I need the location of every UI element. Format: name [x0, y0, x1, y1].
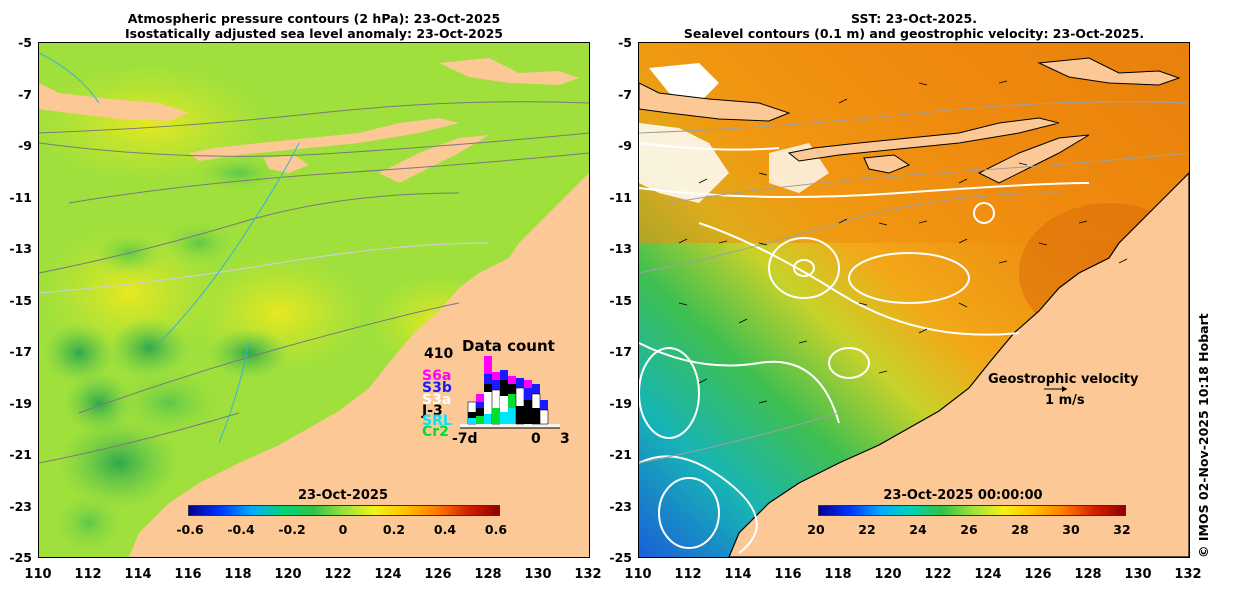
left-xtick-3: 116: [174, 567, 202, 582]
flores-region: [439, 58, 579, 85]
legend-sat-2: S3a: [422, 392, 452, 408]
sumba-island: [264, 155, 309, 173]
left-ytick-9: -23: [9, 499, 32, 514]
right-ytick-10: -25: [609, 550, 632, 565]
left-ytick-2: -9: [18, 138, 32, 153]
sea-level-anomaly-map: [39, 43, 589, 557]
data-count-histogram: [460, 356, 560, 429]
right-title-line2: Sealevel contours (0.1 m) and geostrophi…: [683, 26, 1145, 41]
imos-credit: © IMOS 02-Nov-2025 10:18 Hobart: [1196, 313, 1211, 558]
left-ytick-0: -5: [18, 35, 32, 50]
right-ytick-0: -5: [618, 35, 632, 50]
data-count-inset: 410 Data count S6a S3b S3a J-3 SRL Cr2: [420, 337, 570, 450]
left-xtick-0: 110: [24, 567, 52, 582]
left-xtick-7: 124: [374, 567, 402, 582]
left-map-panel[interactable]: [38, 42, 590, 558]
right-ytick-7: -19: [609, 396, 632, 411]
right-ytick-1: -7: [618, 87, 632, 102]
lesser-sunda-islands: [189, 118, 459, 161]
left-ytick-4: -13: [9, 241, 32, 256]
right-xtick-5: 120: [874, 567, 902, 582]
left-ytick-10: -25: [9, 550, 32, 565]
left-cb-label-0: -0.6: [176, 522, 204, 537]
legend-sat-0: S6a: [422, 368, 452, 384]
left-cb-label-4: 0.2: [382, 522, 406, 537]
right-cb-label-4: 28: [1011, 522, 1029, 537]
right-xtick-10: 130: [1124, 567, 1152, 582]
right-xtick-8: 126: [1024, 567, 1052, 582]
legend-sat-4: SRL: [422, 413, 452, 429]
velocity-legend-scale: 1 m/s: [1045, 393, 1085, 408]
right-cb-label-6: 32: [1113, 522, 1131, 537]
left-ytick-3: -11: [9, 190, 32, 205]
right-xtick-2: 114: [724, 567, 752, 582]
left-cb-label-6: 0.6: [484, 522, 508, 537]
right-map-panel[interactable]: [638, 42, 1190, 558]
left-xtick-9: 128: [474, 567, 502, 582]
left-ytick-6: -17: [9, 344, 32, 359]
australia-landmass: [129, 173, 589, 557]
java-island: [39, 83, 189, 121]
right-title-line1: SST: 23-Oct-2025.: [851, 11, 977, 26]
left-title-line2: Isostatically adjusted sea level anomaly…: [125, 26, 503, 41]
left-ytick-7: -19: [9, 396, 32, 411]
sst-map: [639, 43, 1189, 557]
data-count-x-min: -7d: [452, 431, 478, 447]
left-xtick-2: 114: [124, 567, 152, 582]
legend-sat-5: Cr2: [422, 424, 449, 440]
right-cb-label-2: 24: [909, 522, 927, 537]
right-colorbar-title: 23-Oct-2025 00:00:00: [883, 488, 1043, 503]
right-ytick-2: -9: [618, 138, 632, 153]
right-cb-label-3: 26: [960, 522, 978, 537]
right-xtick-4: 118: [824, 567, 852, 582]
right-ytick-5: -15: [609, 293, 632, 308]
left-cb-label-3: 0: [338, 522, 348, 537]
right-title: SST: 23-Oct-2025. Sealevel contours (0.1…: [638, 11, 1190, 41]
right-ytick-6: -17: [609, 344, 632, 359]
right-xtick-6: 122: [924, 567, 952, 582]
left-ytick-8: -21: [9, 447, 32, 462]
right-cb-label-0: 20: [807, 522, 825, 537]
data-count-max: 410: [424, 346, 454, 362]
data-count-x-zero: 0: [531, 431, 541, 447]
right-ytick-4: -13: [609, 241, 632, 256]
left-xtick-10: 130: [524, 567, 552, 582]
left-xtick-5: 120: [274, 567, 302, 582]
histogram-bars: [467, 356, 549, 425]
left-colorbar-title: 23-Oct-2025: [297, 488, 389, 503]
left-xtick-8: 126: [424, 567, 452, 582]
left-title-line1: Atmospheric pressure contours (2 hPa): 2…: [127, 11, 501, 26]
left-xtick-11: 132: [574, 567, 602, 582]
right-xtick-9: 128: [1074, 567, 1102, 582]
right-xtick-7: 124: [974, 567, 1002, 582]
legend-sat-3: J-3: [422, 403, 443, 419]
timor-island: [379, 135, 489, 183]
left-cb-label-2: -0.2: [278, 522, 306, 537]
data-count-title: Data count: [462, 337, 555, 355]
right-colorbar: [818, 505, 1126, 516]
left-cb-label-1: -0.4: [227, 522, 255, 537]
left-title: Atmospheric pressure contours (2 hPa): 2…: [38, 11, 590, 41]
left-xtick-6: 122: [324, 567, 352, 582]
right-cb-label-5: 30: [1062, 522, 1080, 537]
right-ytick-9: -23: [609, 499, 632, 514]
right-ytick-3: -11: [609, 190, 632, 205]
left-ytick-5: -15: [9, 293, 32, 308]
right-cb-label-1: 22: [858, 522, 876, 537]
right-xtick-1: 112: [674, 567, 702, 582]
right-xtick-3: 116: [774, 567, 802, 582]
left-xtick-4: 118: [224, 567, 252, 582]
velocity-legend-label: Geostrophic velocity: [988, 372, 1139, 387]
left-colorbar: [188, 505, 500, 516]
right-xtick-0: 110: [624, 567, 652, 582]
left-ytick-1: -7: [18, 87, 32, 102]
legend-sat-1: S3b: [422, 380, 452, 396]
right-xtick-11: 132: [1174, 567, 1202, 582]
left-cb-label-5: 0.4: [433, 522, 457, 537]
left-xtick-1: 112: [74, 567, 102, 582]
data-count-x-max: 3: [560, 431, 570, 447]
right-ytick-8: -21: [609, 447, 632, 462]
